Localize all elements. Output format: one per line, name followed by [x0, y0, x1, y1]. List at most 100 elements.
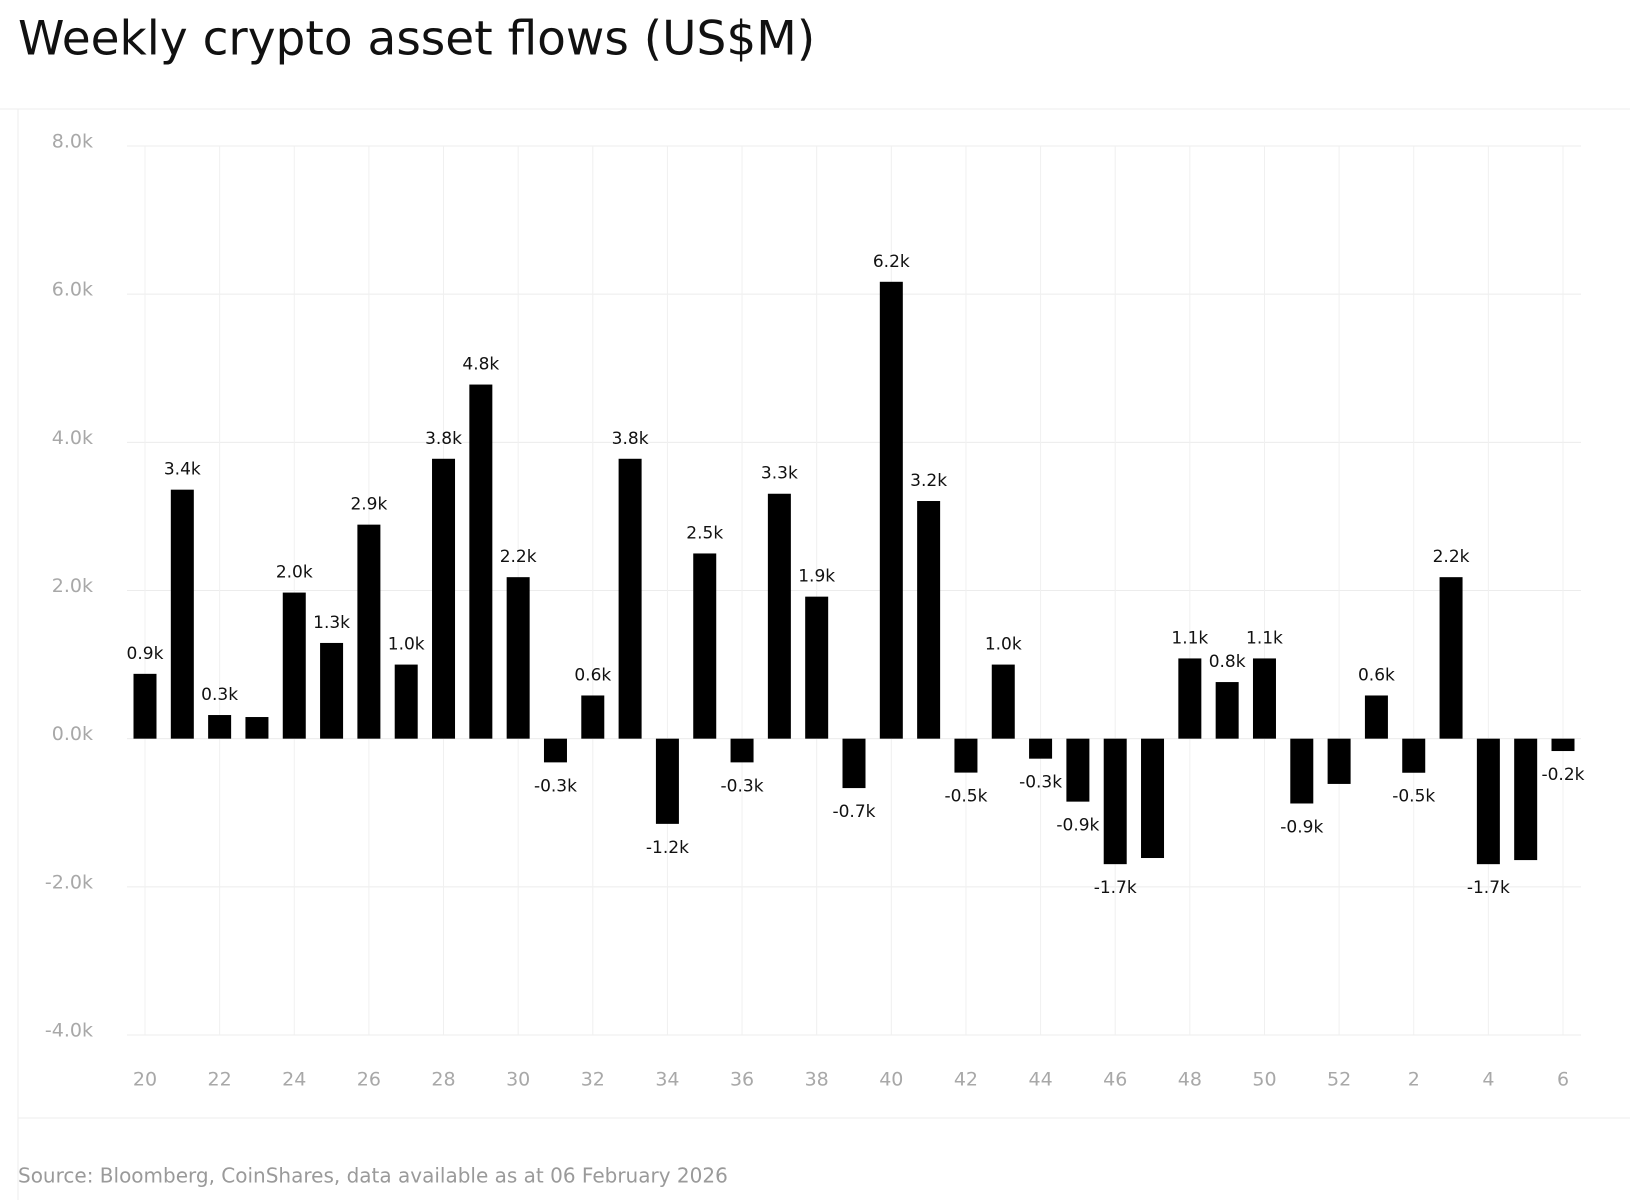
bar — [1141, 738, 1165, 859]
value-label: 2.9k — [350, 495, 387, 515]
x-tick-label: 22 — [208, 1069, 232, 1091]
bar — [767, 493, 791, 739]
x-tick-label: 48 — [1178, 1069, 1202, 1091]
value-label: -0.3k — [534, 776, 577, 796]
value-label: 1.9k — [798, 567, 835, 587]
x-tick-label: 24 — [282, 1069, 306, 1091]
value-label: -1.2k — [646, 838, 689, 858]
value-label: 2.2k — [500, 547, 537, 567]
value-label: 2.2k — [1433, 547, 1470, 567]
y-tick-label: 4.0k — [52, 427, 93, 449]
x-tick-label: 6 — [1557, 1069, 1569, 1091]
bar — [1066, 738, 1090, 802]
bar — [1103, 738, 1127, 865]
bar — [1514, 738, 1538, 861]
bar — [1402, 738, 1426, 773]
bar — [1252, 658, 1276, 739]
value-label: -1.7k — [1094, 878, 1137, 898]
bar — [432, 458, 456, 739]
bar — [655, 738, 679, 824]
value-label: 3.4k — [164, 460, 201, 480]
bar — [469, 384, 493, 739]
value-label: -0.7k — [832, 802, 875, 822]
bar — [320, 642, 344, 739]
bar — [879, 281, 903, 739]
bar — [1551, 738, 1575, 752]
value-label: 0.9k — [127, 644, 164, 664]
x-tick-label: 28 — [431, 1069, 455, 1091]
y-tick-label: -4.0k — [45, 1020, 93, 1042]
value-label: -0.5k — [944, 787, 987, 807]
x-tick-label: 38 — [805, 1069, 829, 1091]
bar — [805, 596, 829, 739]
y-tick-label: 8.0k — [52, 131, 93, 153]
y-tick-label: -2.0k — [45, 871, 93, 893]
value-label: 4.8k — [462, 355, 499, 375]
bar — [1290, 738, 1314, 804]
bar — [991, 664, 1015, 739]
x-tick-label: 36 — [730, 1069, 754, 1091]
value-label: 2.5k — [686, 523, 723, 543]
x-tick-label: 40 — [879, 1069, 903, 1091]
bar — [394, 664, 418, 739]
value-label: 1.3k — [313, 613, 350, 633]
bar — [1178, 658, 1202, 739]
value-label: -0.2k — [1541, 765, 1584, 785]
x-tick-label: 46 — [1103, 1069, 1127, 1091]
value-label: -0.3k — [1019, 773, 1062, 793]
x-tick-label: 32 — [581, 1069, 605, 1091]
value-label: 3.8k — [612, 429, 649, 449]
value-label: 0.8k — [1209, 652, 1246, 672]
bar — [1364, 695, 1388, 739]
x-tick-label: 52 — [1327, 1069, 1351, 1091]
bar — [506, 577, 530, 739]
chart-title: Weekly crypto asset flows (US$M) — [18, 12, 815, 67]
bar — [730, 738, 754, 763]
value-label: 0.6k — [574, 665, 611, 685]
bar — [1439, 577, 1463, 739]
bar — [581, 695, 605, 739]
x-tick-label: 30 — [506, 1069, 530, 1091]
y-tick-label: 0.0k — [52, 723, 93, 745]
value-label: -0.9k — [1280, 817, 1323, 837]
value-label: 1.0k — [985, 635, 1022, 655]
value-label: 0.3k — [201, 685, 238, 705]
y-tick-label: 2.0k — [52, 575, 93, 597]
value-label: 1.1k — [1171, 628, 1208, 648]
y-tick-label: 6.0k — [52, 279, 93, 301]
value-label: -0.9k — [1056, 816, 1099, 836]
bar — [245, 717, 269, 739]
x-tick-label: 42 — [954, 1069, 978, 1091]
bar — [543, 738, 567, 763]
value-label: -0.5k — [1392, 787, 1435, 807]
x-tick-label: 20 — [133, 1069, 157, 1091]
value-label: 1.0k — [388, 635, 425, 655]
value-label: 0.6k — [1358, 665, 1395, 685]
x-tick-label: 50 — [1252, 1069, 1276, 1091]
x-tick-label: 2 — [1408, 1069, 1420, 1091]
value-label: -1.7k — [1467, 878, 1510, 898]
x-tick-label: 26 — [357, 1069, 381, 1091]
bar — [208, 715, 232, 739]
x-tick-label: 4 — [1482, 1069, 1494, 1091]
bar — [1327, 738, 1351, 784]
bar — [357, 524, 381, 739]
bar — [693, 553, 717, 739]
value-label: 3.8k — [425, 429, 462, 449]
bar — [618, 458, 642, 739]
bar — [170, 489, 194, 739]
bar — [282, 592, 306, 739]
value-label: 3.2k — [910, 471, 947, 491]
bar — [842, 738, 866, 789]
bar — [1215, 682, 1239, 739]
bar — [133, 673, 157, 739]
bar — [1476, 738, 1500, 865]
value-label: 1.1k — [1246, 628, 1283, 648]
x-tick-label: 34 — [655, 1069, 679, 1091]
bar — [917, 501, 941, 739]
value-label: 6.2k — [873, 252, 910, 272]
source-note: Source: Bloomberg, CoinShares, data avai… — [18, 1164, 728, 1188]
bar — [954, 738, 978, 773]
value-label: 3.3k — [761, 464, 798, 484]
